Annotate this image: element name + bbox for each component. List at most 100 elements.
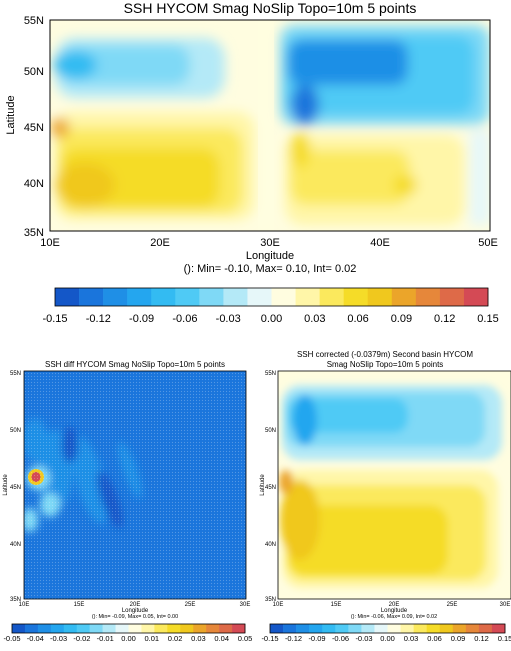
main-colorbar-swatch [55,288,80,306]
corrected-title-line1: SSH corrected (-0.0379m) Second basin HY… [297,350,473,359]
main-colorbar-label: -0.09 [129,313,154,325]
diff-colorbar-swatch [154,624,168,633]
diff-colorbar-swatch [141,624,155,633]
diff-colorbar-swatch [50,624,65,633]
diff-colorbar-swatch [232,624,246,633]
corrected-ytick-1: 40N [265,542,276,548]
main-plot: SSH HYCOM Smag NoSlip Topo=10m 5 points [5,0,498,275]
corrected-colorbar-swatch [439,624,454,633]
main-ytick-0: 35N [24,227,44,239]
corrected-colorbar: -0.15 -0.12 -0.09 -0.06 -0.03 0.00 0.03 0.06 0.0… [261,623,511,643]
main-colorbar-label: 0.15 [477,313,498,325]
main-xlabel: Longitude [246,250,294,262]
corrected-colorbar-swatch [400,624,414,633]
corrected-xtick-0: 10E [273,602,284,608]
diff-colorbar-swatch [128,624,142,633]
main-colorbar-swatch [295,288,320,306]
main-colorbar-label: -0.12 [86,313,111,325]
diff-ytick-0: 35N [10,597,21,603]
corrected-colorbar-swatch [491,624,506,633]
diff-colorbar-label: 0.03 [191,634,206,643]
corrected-stats: (): Min= -0.06, Max= 0.09, Int= 0.02 [351,614,437,620]
corrected-colorbar-swatch [413,624,427,633]
main-field [50,20,490,231]
diff-colorbar-label: -0.01 [97,634,114,643]
main-colorbar-swatch [199,288,224,306]
diff-xtick-2: 20E [130,602,141,608]
corrected-colorbar-label: 0.00 [380,634,395,643]
main-xtick-4: 50E [478,237,498,249]
diff-colorbar-swatch [102,624,116,633]
diff-xtick-3: 25E [185,602,196,608]
diff-xtick-1: 15E [74,602,85,608]
main-colorbar-swatch [223,288,248,306]
corrected-ytick-3: 50N [265,428,276,434]
main-colorbar-label: 0.12 [434,313,455,325]
diff-colorbar-label: 0.02 [168,634,183,643]
diff-xtick-4: 30E [240,602,251,608]
diff-colorbar-label: 0.01 [144,634,159,643]
main-colorbar-label: 0.03 [304,313,325,325]
main-colorbar-swatch [175,288,200,306]
main-colorbar-swatch [271,288,296,306]
main-ytick-4: 55N [24,15,44,27]
corrected-plot: SSH corrected (-0.0379m) Second basin HY… [260,350,511,620]
diff-plot: SSH diff HYCOM Smag NoSlip Topo=10m 5 po… [3,360,250,620]
corrected-colorbar-label: -0.09 [308,634,325,643]
corrected-colorbar-label: -0.12 [285,634,302,643]
main-colorbar-swatch [415,288,441,306]
diff-colorbar-swatch [63,624,78,633]
diff-title: SSH diff HYCOM Smag NoSlip Topo=10m 5 po… [45,360,225,369]
diff-colorbar-swatch [12,624,26,633]
corrected-colorbar-swatch [335,624,349,633]
main-colorbar-swatch [79,288,104,306]
main-colorbar-label: 0.00 [261,313,282,325]
corrected-ylabel: Latitude [260,474,266,496]
main-colorbar-swatch [439,288,465,306]
diff-colorbar-label: -0.03 [50,634,67,643]
diff-colorbar-swatch [193,624,207,633]
main-ytick-3: 50N [24,66,44,78]
main-stats: (): Min= -0.10, Max= 0.10, Int= 0.02 [184,263,357,275]
main-colorbar-swatch [463,288,489,306]
diff-colorbar-swatch [219,624,233,633]
corrected-colorbar-label: -0.15 [261,634,278,643]
corrected-colorbar-swatch [361,624,375,633]
diff-ytick-3: 50N [10,428,21,434]
diff-field [24,371,246,599]
corrected-xtick-3: 25E [447,602,458,608]
main-colorbar-swatch [391,288,417,306]
corrected-xlabel: Longitude [381,608,408,614]
corrected-colorbar-swatch [283,624,297,633]
main-colorbar-swatch [319,288,344,306]
main-ytick-2: 45N [24,122,44,134]
corrected-colorbar-label: 0.09 [451,634,466,643]
diff-xlabel: Longitude [122,608,149,614]
main-colorbar-label: -0.03 [216,313,241,325]
diff-ylabel: Latitude [3,474,9,496]
diff-colorbar-label: 0.04 [214,634,229,643]
corrected-colorbar-swatch [374,624,388,633]
corrected-colorbar-swatch [270,624,284,633]
diff-ytick-4: 55N [10,371,21,377]
main-ytick-1: 40N [24,178,44,190]
corrected-field [278,371,511,599]
corrected-xtick-4: 30E [500,602,511,608]
corrected-colorbar-border [269,623,506,634]
corrected-colorbar-label: 0.03 [404,634,419,643]
main-colorbar-swatch [103,288,128,306]
diff-colorbar-label: -0.05 [3,634,20,643]
main-colorbar-swatch [127,288,152,306]
main-colorbar-label: -0.06 [172,313,197,325]
corrected-colorbar-label: 0.12 [474,634,489,643]
diff-colorbar-swatch [89,624,103,633]
corrected-xtick-2: 20E [389,602,400,608]
corrected-colorbar-label: 0.15 [498,634,511,643]
diff-colorbar-swatch [76,624,90,633]
main-xtick-0: 10E [40,237,60,249]
corrected-colorbar-swatch [296,624,310,633]
diff-colorbar-swatch [37,624,52,633]
corrected-colorbar-swatch [452,624,467,633]
corrected-colorbar-swatch [387,624,401,633]
